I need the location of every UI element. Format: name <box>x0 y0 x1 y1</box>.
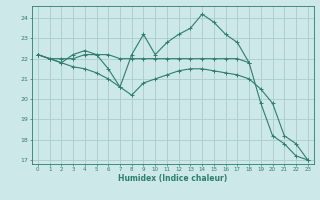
X-axis label: Humidex (Indice chaleur): Humidex (Indice chaleur) <box>118 174 228 183</box>
